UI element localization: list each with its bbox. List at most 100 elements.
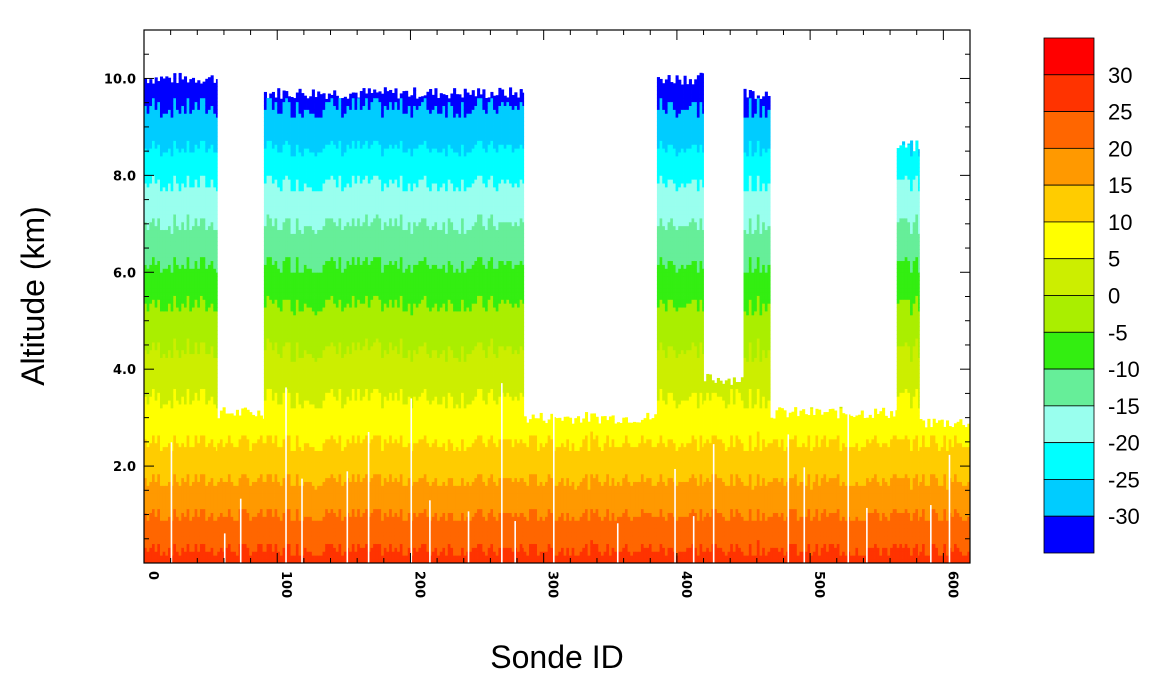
temperature-cell [189,547,193,552]
temperature-cell [210,249,214,254]
temperature-cell [149,431,153,436]
temperature-cell [167,365,172,370]
temperature-cell [149,311,153,316]
temperature-cell [197,90,201,95]
temperature-cell [259,543,263,548]
temperature-cell [274,148,278,153]
temperature-cell [175,179,180,184]
temperature-cell [194,427,198,432]
temperature-cell [205,489,209,494]
temperature-cell [194,179,198,184]
temperature-cell [210,175,214,180]
temperature-cell [205,376,209,382]
temperature-cell [159,113,164,118]
temperature-cell [162,276,166,281]
temperature-cell [186,400,190,405]
temperature-cell [154,90,158,95]
temperature-cell [257,477,261,482]
temperature-cell [191,268,196,273]
temperature-cell [186,237,190,242]
temperature-cell [144,148,148,153]
temperature-cell [154,105,158,110]
temperature-cell [227,555,231,560]
temperature-cell [189,218,193,223]
temperature-cell [210,407,214,413]
temperature-cell [186,535,190,541]
temperature-cell [213,473,217,479]
temperature-cell [173,547,177,552]
temperature-cell [277,373,281,378]
temperature-cell [189,361,193,366]
temperature-cell [210,481,214,486]
temperature-cell [205,128,209,134]
temperature-cell [199,376,204,382]
temperature-cell [277,318,281,324]
temperature-cell [269,287,273,293]
temperature-cell [210,121,214,126]
temperature-cell [173,520,177,525]
temperature-cell [194,357,198,362]
temperature-cell [249,504,253,510]
temperature-cell [144,520,148,525]
temperature-cell [173,73,177,75]
temperature-cell [183,361,188,366]
temperature-cell [274,392,278,397]
temperature-cell [230,500,234,506]
temperature-cell [175,171,180,176]
temperature-cell [175,280,180,285]
temperature-cell [189,396,193,401]
temperature-cell [173,404,177,409]
temperature-cell [165,272,169,277]
temperature-cell [154,373,158,378]
temperature-cell [149,551,153,556]
temperature-cell [277,322,281,327]
temperature-cell [175,175,180,180]
temperature-cell [146,423,150,428]
temperature-cell [157,249,161,254]
temperature-cell [157,373,161,378]
temperature-cell [271,311,275,316]
temperature-cell [159,500,164,506]
temperature-cell [157,233,161,238]
temperature-cell [194,469,198,475]
temperature-cell [217,477,221,482]
temperature-cell [197,497,201,502]
temperature-cell [263,531,267,537]
temperature-cell [186,218,190,223]
temperature-cell [149,400,153,405]
temperature-cell [263,508,267,514]
temperature-cell [274,124,278,130]
temperature-cell [263,504,267,510]
temperature-cell [274,241,278,246]
temperature-cell [178,206,182,211]
temperature-cell [266,485,270,490]
temperature-cell [183,303,188,308]
temperature-cell [271,245,275,250]
temperature-cell [175,229,180,234]
temperature-cell [146,295,150,300]
temperature-cell [167,438,172,444]
temperature-cell [254,493,258,498]
temperature-cell [151,113,156,118]
temperature-cell [191,136,196,141]
temperature-cell [197,555,201,560]
temperature-cell [170,128,174,134]
temperature-cell [151,442,156,448]
temperature-cell [251,489,255,494]
temperature-cell [173,376,177,382]
temperature-cell [146,237,150,242]
temperature-cell [173,400,177,405]
temperature-cell [277,466,281,471]
temperature-cell [173,136,177,141]
temperature-cell [194,404,198,409]
temperature-cell [213,508,217,514]
temperature-cell [274,508,278,514]
temperature-cell [207,132,212,137]
temperature-cell [175,155,180,161]
temperature-cell [167,155,172,161]
temperature-cell [274,438,278,444]
temperature-cell [194,512,198,517]
temperature-cell [217,442,221,448]
temperature-cell [266,384,270,389]
temperature-cell [194,528,198,533]
